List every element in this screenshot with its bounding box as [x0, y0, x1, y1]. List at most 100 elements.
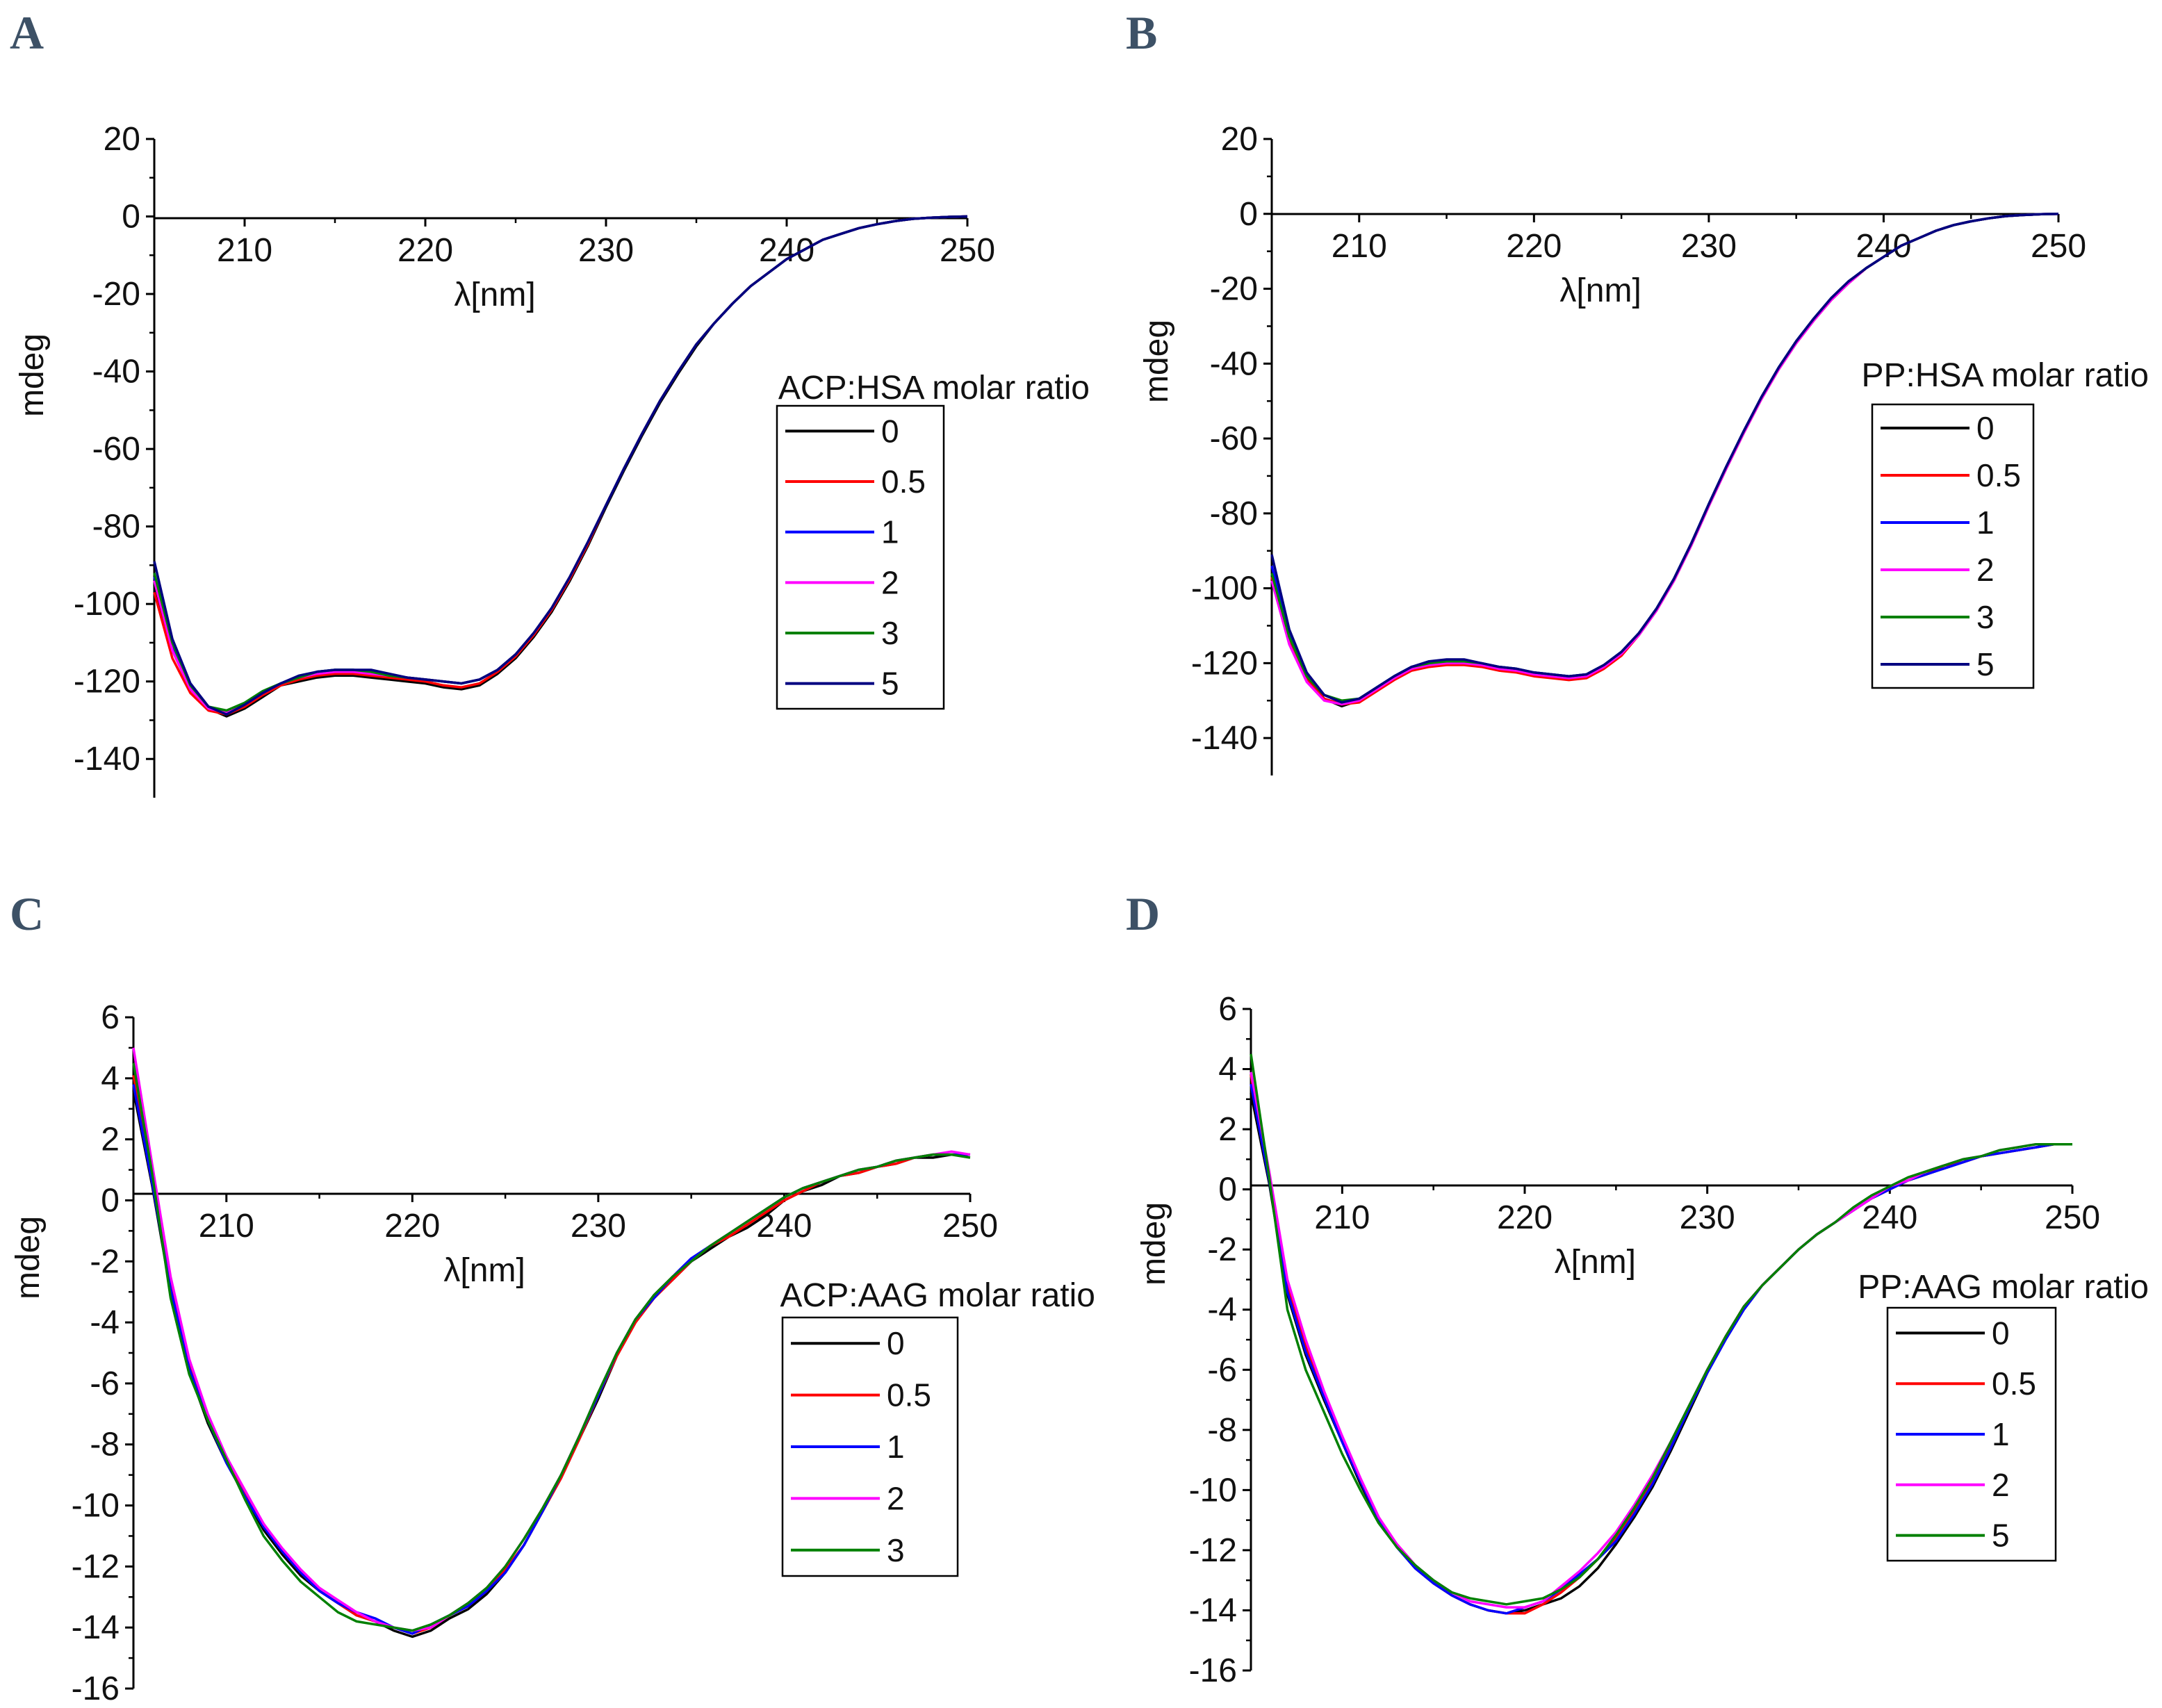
x-tick-label: 210: [217, 232, 272, 269]
legend-label: 3: [1976, 599, 1995, 635]
panel-letter: D: [1126, 887, 1160, 940]
y-tick-label: -2: [1207, 1231, 1237, 1268]
y-tick-label: -16: [1189, 1652, 1237, 1689]
legend-label: 0: [881, 413, 899, 449]
legend-box: [776, 404, 945, 710]
y-tick-label: 2: [1218, 1111, 1237, 1148]
x-tick-label: 240: [759, 232, 814, 269]
y-tick-label: -4: [90, 1304, 120, 1341]
legend-title: PP:HSA molar ratio: [1862, 357, 2149, 394]
y-tick-label: -40: [92, 354, 140, 391]
x-tick-label: 240: [1856, 228, 1911, 265]
legend: PP:AAG molar ratio 0 0.5 1 2 5: [1858, 1269, 2149, 1562]
y-tick-label: -120: [1191, 645, 1258, 682]
x-tick-label: 240: [1862, 1199, 1917, 1236]
legend-label: 0.5: [1992, 1365, 2036, 1402]
y-tick-label: -100: [74, 586, 140, 623]
y-tick-label: 6: [101, 999, 120, 1036]
x-tick-label: 220: [1506, 228, 1562, 265]
y-tick-label: -6: [1207, 1352, 1237, 1388]
legend: ACP:HSA molar ratio 0 0.5 1 2 3 5: [776, 370, 1090, 710]
y-tick-label: 0: [101, 1182, 120, 1219]
x-tick-label: 230: [1681, 228, 1737, 265]
series-line-3: [132, 1062, 971, 1632]
y-tick-label: -10: [1189, 1472, 1237, 1509]
y-tick-label: 20: [1221, 121, 1258, 158]
y-tick-label: -80: [1210, 495, 1258, 532]
legend: PP:HSA molar ratio 0 0.5 1 2 3 5: [1862, 357, 2149, 689]
legend-label: 0: [887, 1325, 905, 1361]
y-tick-label: -6: [90, 1365, 120, 1402]
legend-label: 2: [1976, 552, 1995, 588]
y-tick-label: 20: [104, 121, 140, 158]
y-tick-label: -20: [1210, 271, 1258, 308]
legend-label: 5: [1976, 646, 1995, 682]
y-tick-label: -8: [1207, 1412, 1237, 1449]
x-axis-title: λ[nm]: [443, 1252, 525, 1289]
x-tick-label: 230: [1680, 1199, 1735, 1236]
y-tick-label: -100: [1191, 570, 1258, 607]
y-tick-label: -12: [72, 1548, 120, 1585]
y-tick-label: -120: [74, 664, 140, 700]
legend-label: 3: [887, 1532, 905, 1568]
legend: ACP:AAG molar ratio 0 0.5 1 2 3: [780, 1277, 1095, 1577]
y-tick-label: -4: [1207, 1292, 1237, 1329]
y-tick-label: -12: [1189, 1532, 1237, 1569]
y-tick-label: 0: [122, 199, 140, 236]
legend-label: 0.5: [887, 1377, 931, 1413]
legend-label: 5: [881, 666, 899, 702]
legend-title: ACP:AAG molar ratio: [780, 1277, 1095, 1314]
y-tick-label: -10: [72, 1488, 120, 1525]
y-axis-title: mdeg: [1136, 1202, 1172, 1286]
x-axis-title: λ[nm]: [1555, 1244, 1636, 1281]
x-tick-label: 210: [1332, 228, 1387, 265]
y-tick-label: -14: [72, 1609, 120, 1646]
x-axis-title: λ[nm]: [1559, 272, 1641, 309]
x-tick-label: 210: [1314, 1199, 1370, 1236]
x-tick-label: 210: [199, 1208, 254, 1245]
y-tick-label: 4: [1218, 1051, 1237, 1088]
x-tick-label: 220: [398, 232, 453, 269]
y-tick-label: 4: [101, 1060, 120, 1097]
legend-label: 1: [1976, 504, 1995, 541]
y-tick-label: 6: [1218, 991, 1237, 1028]
y-tick-label: -2: [90, 1243, 120, 1280]
x-tick-label: 250: [940, 232, 995, 269]
legend-title: ACP:HSA molar ratio: [778, 370, 1090, 407]
panel-letter: A: [10, 6, 44, 59]
y-tick-label: 0: [1239, 196, 1258, 233]
x-tick-label: 250: [942, 1208, 998, 1245]
legend-label: 0: [1992, 1315, 2010, 1351]
y-tick-label: -40: [1210, 345, 1258, 382]
legend-label: 1: [887, 1429, 905, 1465]
legend-label: 0.5: [1976, 457, 2021, 493]
legend-label: 2: [887, 1480, 905, 1516]
y-tick-label: -14: [1189, 1592, 1237, 1629]
y-tick-label: 0: [1218, 1172, 1237, 1208]
series-line-5: [153, 215, 968, 716]
y-tick-label: -140: [74, 741, 140, 778]
x-tick-label: 230: [578, 232, 634, 269]
y-tick-label: -8: [90, 1427, 120, 1463]
y-tick-label: -60: [1210, 420, 1258, 457]
legend-label: 1: [1992, 1416, 2010, 1452]
y-axis-title: mdeg: [14, 334, 51, 417]
x-tick-label: 250: [2045, 1199, 2100, 1236]
series-line-5: [1270, 213, 2059, 704]
legend-label: 1: [881, 514, 899, 550]
legend-label: 0.5: [881, 463, 926, 500]
legend-label: 2: [1992, 1467, 2010, 1503]
y-axis-title: mdeg: [10, 1216, 47, 1299]
y-axis-title: mdeg: [1138, 320, 1175, 403]
panel-letter: C: [10, 887, 44, 940]
legend-label: 5: [1992, 1518, 2010, 1554]
legend-label: 2: [881, 564, 899, 600]
y-tick-label: -80: [92, 509, 140, 545]
